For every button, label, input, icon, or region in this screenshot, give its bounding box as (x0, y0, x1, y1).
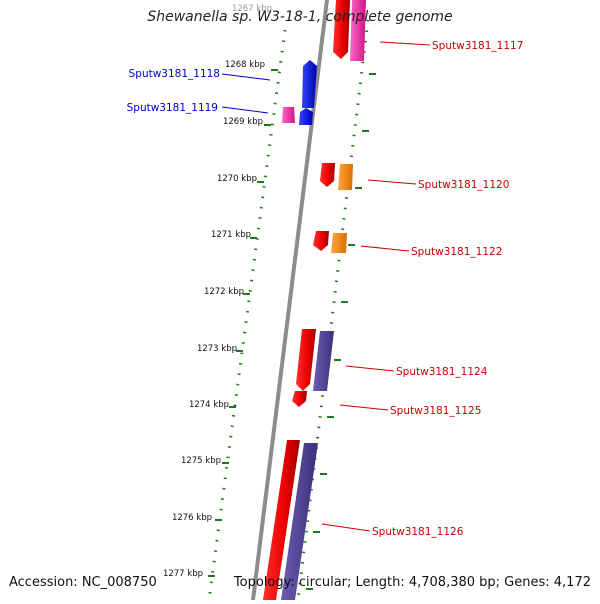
kbp-label-1274: 1274 kbp (189, 400, 229, 410)
gene-label-sputw3181-1126[interactable]: Sputw3181_1126 (372, 526, 464, 538)
gene-label-sputw3181-1122[interactable]: Sputw3181_1122 (411, 246, 502, 258)
kbp-label-1267: 1267 kbp (232, 4, 272, 14)
kbp-label-1270: 1270 kbp (217, 174, 257, 184)
kbp-label-1269: 1269 kbp (223, 117, 263, 127)
gene-orange-1122-arrow[interactable] (331, 233, 347, 253)
gene-sputw3181-1120-arrow[interactable] (320, 163, 335, 187)
inner-tick-ring (207, 29, 287, 601)
kbp-label-1273: 1273 kbp (197, 344, 237, 354)
gene-sputw3181-1125-arrow[interactable] (292, 391, 307, 407)
gene-labels: Sputw3181_1118 Sputw3181_1119 Sputw3181_… (127, 40, 524, 538)
kbp-label-1271: 1271 kbp (211, 230, 251, 240)
major-ticks (208, 69, 376, 590)
accession-label: Accession: NC_008750 (9, 575, 157, 590)
kbp-labels: 1267 kbp 1268 kbp 1269 kbp 1270 kbp 1271… (163, 4, 272, 579)
gene-sputw3181-1118-arrow[interactable] (302, 60, 317, 108)
reverse-strand-genes (282, 60, 317, 125)
kbp-label-1268: 1268 kbp (225, 60, 265, 70)
genome-summary: Topology: circular; Length: 4,708,380 bp… (233, 575, 591, 590)
gene-purple-1126-arrow[interactable] (281, 443, 318, 600)
gene-orange-1120-arrow[interactable] (338, 164, 353, 190)
gene-label-sputw3181-1117[interactable]: Sputw3181_1117 (432, 40, 523, 52)
kbp-label-1275: 1275 kbp (181, 456, 221, 466)
forward-strand-genes (263, 0, 366, 600)
kbp-label-1272: 1272 kbp (204, 287, 244, 297)
gene-pink-reverse-arrow[interactable] (282, 107, 295, 123)
gene-label-sputw3181-1118[interactable]: Sputw3181_1118 (129, 68, 220, 80)
callout-lines (221, 41, 431, 532)
gene-sputw3181-1122-arrow[interactable] (313, 231, 329, 251)
gene-label-sputw3181-1120[interactable]: Sputw3181_1120 (418, 179, 509, 191)
gene-sputw3181-1124-arrow[interactable] (296, 329, 316, 391)
genome-backbone (251, 0, 329, 601)
map-title: Shewanella sp. W3-18-1, complete genome (147, 9, 453, 25)
gene-pink-forward-arrow[interactable] (350, 0, 366, 61)
gene-label-sputw3181-1125[interactable]: Sputw3181_1125 (390, 405, 481, 417)
gene-purple-1124-arrow[interactable] (313, 331, 334, 391)
gene-sputw3181-1117-arrow[interactable] (333, 0, 350, 59)
gene-sputw3181-1119-arrow[interactable] (299, 108, 313, 125)
gene-label-sputw3181-1119[interactable]: Sputw3181_1119 (127, 102, 218, 114)
kbp-label-1276: 1276 kbp (172, 513, 212, 523)
gene-sputw3181-1126-arrow[interactable] (263, 440, 300, 600)
kbp-label-1277: 1277 kbp (163, 569, 203, 579)
gene-label-sputw3181-1124[interactable]: Sputw3181_1124 (396, 366, 488, 378)
